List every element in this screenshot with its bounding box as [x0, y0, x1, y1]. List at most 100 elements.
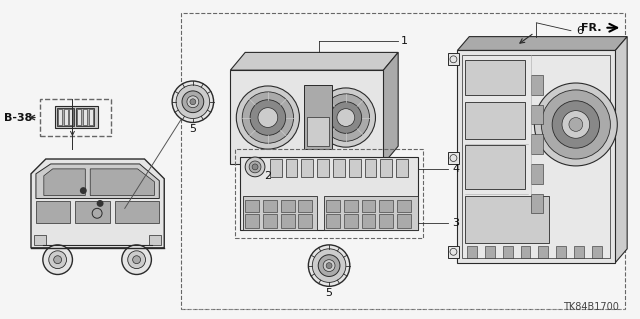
Bar [326, 200, 340, 212]
Circle shape [97, 200, 104, 207]
Bar [243, 196, 317, 230]
Circle shape [562, 111, 589, 138]
Bar [538, 246, 548, 258]
Circle shape [236, 86, 300, 149]
Bar [531, 194, 543, 213]
Bar [150, 235, 161, 245]
Text: 5: 5 [326, 288, 333, 298]
Bar [591, 246, 602, 258]
Bar [298, 200, 312, 212]
Bar [270, 159, 282, 177]
Text: 2: 2 [264, 171, 271, 181]
Text: TK84B1700: TK84B1700 [563, 302, 619, 312]
Bar [263, 200, 276, 212]
Bar [465, 196, 549, 243]
Bar [397, 200, 411, 212]
Circle shape [54, 256, 61, 263]
Bar [307, 116, 329, 146]
Bar [380, 200, 393, 212]
Bar [333, 159, 345, 177]
Bar [263, 214, 276, 228]
Bar [326, 214, 340, 228]
Circle shape [534, 83, 618, 166]
Bar [77, 109, 81, 125]
Bar [485, 246, 495, 258]
Circle shape [245, 157, 265, 177]
Polygon shape [230, 52, 398, 70]
Circle shape [128, 251, 145, 269]
Bar [76, 108, 94, 126]
Circle shape [323, 260, 335, 271]
Bar [462, 56, 611, 258]
Bar [447, 246, 460, 258]
Text: 4: 4 [452, 164, 460, 174]
Bar [362, 214, 376, 228]
Bar [76, 202, 110, 223]
Bar [281, 214, 294, 228]
Text: 5: 5 [189, 124, 196, 134]
Circle shape [337, 109, 355, 126]
Circle shape [242, 92, 294, 143]
Bar [58, 109, 61, 125]
Circle shape [318, 255, 340, 277]
Bar [115, 202, 159, 223]
Circle shape [252, 164, 258, 170]
Bar [317, 159, 329, 177]
Bar [285, 159, 298, 177]
Bar [447, 53, 460, 65]
Circle shape [132, 256, 141, 263]
Bar [465, 60, 525, 95]
Text: 6: 6 [576, 26, 583, 36]
Bar [380, 159, 392, 177]
Bar [556, 246, 566, 258]
Polygon shape [458, 37, 627, 50]
Circle shape [182, 91, 204, 113]
Text: FR.: FR. [581, 23, 602, 33]
Bar [70, 109, 74, 125]
Bar [447, 152, 460, 164]
Bar [36, 202, 70, 223]
Circle shape [49, 251, 67, 269]
Bar [240, 157, 418, 230]
Polygon shape [44, 169, 85, 196]
Bar [181, 13, 625, 309]
Circle shape [541, 90, 611, 159]
Bar [503, 246, 513, 258]
Bar [458, 50, 615, 263]
Circle shape [316, 88, 376, 147]
Circle shape [80, 187, 87, 194]
Circle shape [122, 245, 152, 274]
Circle shape [330, 102, 362, 133]
Text: 1: 1 [401, 35, 408, 46]
Bar [230, 70, 383, 164]
Bar [574, 246, 584, 258]
Bar [365, 159, 376, 177]
Bar [396, 159, 408, 177]
Bar [397, 214, 411, 228]
Circle shape [190, 99, 196, 105]
Circle shape [250, 100, 285, 135]
Bar [349, 159, 361, 177]
Circle shape [312, 249, 346, 282]
Circle shape [258, 108, 278, 127]
Bar [362, 200, 376, 212]
Bar [465, 145, 525, 189]
Bar [520, 246, 531, 258]
Circle shape [308, 245, 350, 286]
Bar [40, 99, 111, 136]
Circle shape [172, 81, 214, 122]
Bar [467, 246, 477, 258]
Bar [344, 200, 358, 212]
Polygon shape [36, 164, 159, 198]
Bar [83, 109, 87, 125]
Bar [245, 214, 259, 228]
Circle shape [326, 263, 332, 269]
Bar [245, 200, 259, 212]
Circle shape [552, 101, 600, 148]
Bar [89, 109, 93, 125]
Text: 3: 3 [452, 218, 460, 228]
Bar [324, 196, 418, 230]
Bar [531, 164, 543, 184]
Bar [236, 149, 423, 238]
Polygon shape [383, 52, 398, 164]
